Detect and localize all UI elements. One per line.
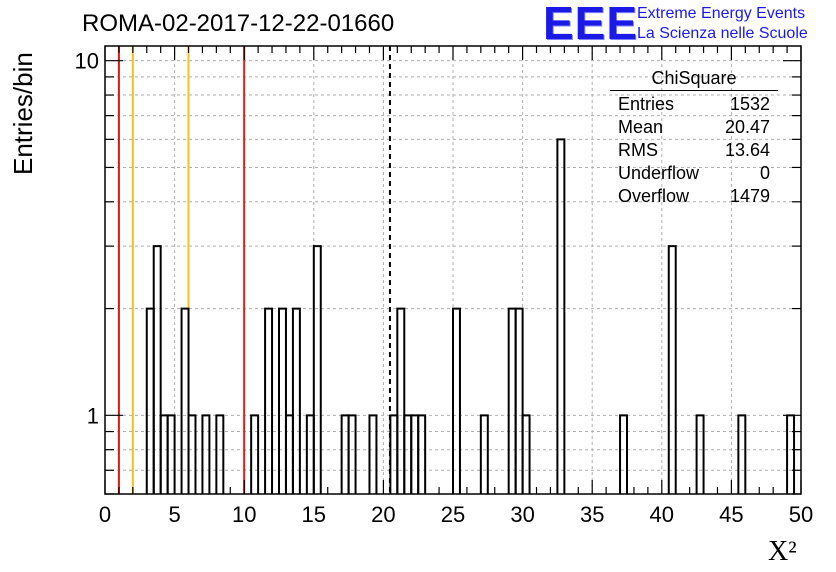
stats-label: Mean <box>618 117 664 137</box>
histogram-bar <box>284 414 294 494</box>
stats-label: RMS <box>618 140 658 160</box>
logo-line-1: Extreme Energy Events <box>637 5 806 22</box>
histogram-bar <box>452 307 461 494</box>
histogram-bar <box>278 307 287 494</box>
stats-row-overflow: Overflow 1479 <box>610 185 778 208</box>
stats-label: Entries <box>618 94 675 114</box>
x-tick-label: 35 <box>580 502 604 527</box>
histogram-bar <box>695 414 705 494</box>
stats-value: 13.64 <box>724 140 770 160</box>
histogram-bar <box>347 414 357 494</box>
histogram-bar <box>305 414 315 494</box>
x-tick-label: 40 <box>650 502 674 527</box>
x-tick-label: 5 <box>168 502 180 527</box>
histogram-bars <box>145 138 796 494</box>
histogram-bar <box>479 414 489 494</box>
stats-value: 20.47 <box>724 117 770 137</box>
histogram-bar <box>180 307 190 494</box>
histogram-bar <box>403 414 413 494</box>
x-tick-label: 30 <box>510 502 534 527</box>
histogram-bar <box>396 307 406 494</box>
histogram-bar <box>507 307 517 494</box>
stats-value: 0 <box>759 163 770 183</box>
histogram-bar <box>312 245 322 494</box>
x-tick-label: 25 <box>441 502 465 527</box>
stats-row-mean: Mean 20.47 <box>610 116 778 139</box>
histogram-bar <box>410 414 420 494</box>
histogram-bar <box>521 414 531 494</box>
histogram-bar <box>389 414 399 494</box>
stats-row-underflow: Underflow 0 <box>610 162 778 185</box>
stats-row-rms: RMS 13.64 <box>610 139 778 162</box>
x-tick-label: 20 <box>371 502 395 527</box>
histogram-bar <box>786 414 796 494</box>
histogram-bar <box>417 414 427 494</box>
histogram-bar <box>187 414 197 494</box>
x-tick-label: 45 <box>719 502 743 527</box>
stats-value: 1532 <box>729 94 770 114</box>
histogram-bar <box>152 245 162 494</box>
y-tick-label: 1 <box>87 403 99 428</box>
x-tick-label: 15 <box>302 502 326 527</box>
chart-title: ROMA-02-2017-12-22-01660 <box>82 10 395 37</box>
histogram-bar <box>340 414 350 494</box>
histogram-bar <box>619 414 628 494</box>
x-tick-label: 0 <box>99 502 111 527</box>
histogram-bar <box>737 414 747 494</box>
stats-label: Overflow <box>618 186 690 206</box>
y-axis-label: Entries/bin <box>8 52 38 175</box>
stats-title: ChiSquare <box>610 68 778 91</box>
x-tick-label: 50 <box>789 502 813 527</box>
histogram-bar <box>250 414 260 494</box>
stats-row-entries: Entries 1532 <box>610 93 778 116</box>
stats-value: 1479 <box>729 186 770 206</box>
histogram-bar <box>291 307 301 494</box>
histogram-bar <box>201 414 211 494</box>
stats-label: Underflow <box>618 163 700 183</box>
eee-logo: EEE <box>543 0 639 49</box>
histogram-bar <box>145 307 155 494</box>
y-tick-label: 10 <box>75 49 99 74</box>
histogram-bar <box>667 245 677 494</box>
histogram-bar <box>166 414 176 494</box>
axis-ticks: 0 5 10 15 20 25 30 35 40 45 50 1 10 <box>75 46 813 527</box>
histogram-bar <box>215 414 225 494</box>
x-tick-label: 10 <box>232 502 256 527</box>
logo-line-2: La Scienza nelle Scuole <box>637 25 808 42</box>
histogram-bar <box>368 414 378 494</box>
x-axis-label: X² <box>768 536 797 567</box>
stats-box: ChiSquare Entries 1532 Mean 20.47 RMS 13… <box>610 68 778 208</box>
histogram-bar <box>514 307 524 494</box>
histogram-bar <box>159 414 169 494</box>
histogram-bar <box>264 307 274 494</box>
histogram-bar <box>556 138 566 494</box>
